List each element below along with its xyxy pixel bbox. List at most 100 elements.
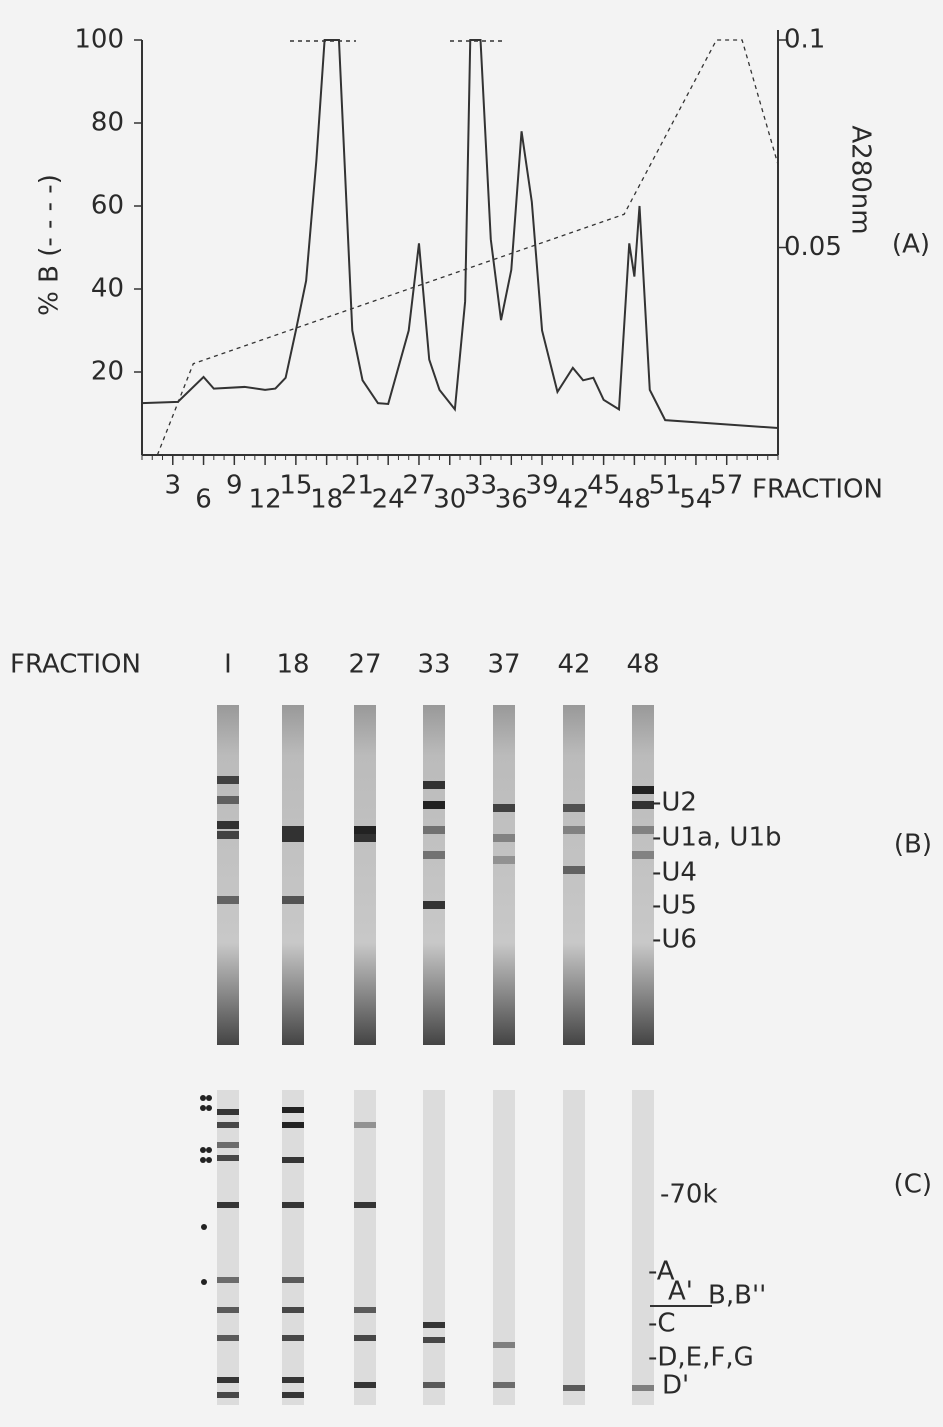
gel-band: [423, 801, 445, 809]
gel-lane: [354, 1090, 376, 1405]
gel-band: [632, 851, 654, 859]
band-label: -A: [648, 1257, 675, 1287]
x-tick-label: 9: [226, 471, 243, 501]
x-tick-label: 6: [195, 485, 212, 515]
x-tick-label: 30: [433, 485, 466, 515]
x-tick-label: 57: [710, 471, 743, 501]
y2-tick-label: 0.1: [784, 25, 825, 55]
gel-band: [354, 1202, 376, 1208]
x-tick-label: 18: [310, 485, 343, 515]
gel-band: [632, 786, 654, 794]
x-tick-label: 33: [464, 471, 497, 501]
gel-band: [632, 801, 654, 809]
gels: I 18 27 33 37 42 48: [200, 650, 660, 1405]
gel-band: [217, 796, 239, 804]
marker-dot: [206, 1095, 212, 1101]
gel-band: [217, 1202, 239, 1208]
gel-band: [493, 1342, 515, 1348]
gel-band: [493, 804, 515, 812]
gel-lane: [493, 705, 515, 1045]
gel-band: [354, 834, 376, 842]
x-tick-label: 48: [618, 485, 651, 515]
gel-band: [282, 896, 304, 904]
gel-band: [217, 831, 239, 839]
gel-band: [563, 1385, 585, 1391]
gel-band: [282, 1377, 304, 1383]
gel-band: [217, 1307, 239, 1313]
gel-band: [423, 781, 445, 789]
gel-band: [282, 834, 304, 842]
x-tick-label: 24: [372, 485, 405, 515]
x-tick-label: 3: [165, 471, 182, 501]
x-tick-label: 51: [649, 471, 682, 501]
gel-band: [217, 1335, 239, 1341]
lane-label: 37: [487, 650, 520, 680]
gel-lane: [632, 1090, 654, 1405]
gel-header: FRACTION: [10, 650, 141, 680]
gel-band: [217, 1377, 239, 1383]
gel-band: [282, 1392, 304, 1398]
x-tick-label: 39: [526, 471, 559, 501]
gel-lane: [282, 1090, 304, 1405]
lane-label: 18: [276, 650, 309, 680]
y-tick-label: 40: [91, 274, 124, 304]
gel-lane: [423, 705, 445, 1045]
gel-band: [354, 826, 376, 834]
gel-band: [423, 826, 445, 834]
marker-dot: [201, 1224, 207, 1230]
y-tick-label: 80: [91, 108, 124, 138]
lane-label: 42: [557, 650, 590, 680]
gel-band: [217, 821, 239, 829]
gel-band: [354, 1335, 376, 1341]
gel-band: [423, 1337, 445, 1343]
gradient-line: [156, 39, 779, 456]
x-tick-label: 12: [249, 485, 282, 515]
gel-lane: [493, 1090, 515, 1405]
gel-lane: [563, 705, 585, 1045]
gel-band: [493, 856, 515, 864]
x-tick-label: 45: [587, 471, 620, 501]
absorbance-line: [141, 39, 779, 430]
x-tick-label: 42: [556, 485, 589, 515]
gel-band: [354, 1307, 376, 1313]
band-label: -U2: [652, 788, 697, 818]
marker-dot: [200, 1095, 206, 1101]
marker-dot: [206, 1157, 212, 1163]
marker-dot: [201, 1279, 207, 1285]
gel-band: [423, 901, 445, 909]
lane-label: 48: [626, 650, 659, 680]
gel-band: [217, 896, 239, 904]
x-tick-label: 27: [402, 471, 435, 501]
gel-band: [217, 1277, 239, 1283]
gel-lane: [217, 1090, 239, 1405]
panel-label: (C): [894, 1170, 932, 1200]
band-label: -70k: [660, 1180, 718, 1210]
band-label: -U4: [652, 858, 697, 888]
gel-band: [217, 1142, 239, 1148]
y-tick-label: 20: [91, 357, 124, 387]
band-label: B,B'': [708, 1281, 766, 1311]
gel-band: [354, 1382, 376, 1388]
gel-band: [282, 1157, 304, 1163]
gel-band: [493, 834, 515, 842]
x-tick-label: 54: [679, 485, 712, 515]
band-label: D': [662, 1371, 689, 1401]
band-label: -U6: [652, 925, 697, 955]
gel-band: [632, 826, 654, 834]
x-tick-label: 36: [495, 485, 528, 515]
marker-dot: [206, 1105, 212, 1111]
gel-band: [217, 1155, 239, 1161]
marker-dot: [200, 1157, 206, 1163]
gel-band: [423, 1382, 445, 1388]
y-axis-label: % B (- - - -): [35, 174, 65, 316]
gel-lane: [563, 1090, 585, 1405]
gel-band: [354, 1122, 376, 1128]
gel-lane: [282, 705, 304, 1045]
panel-label: (A): [892, 230, 930, 260]
band-label: A': [668, 1277, 693, 1307]
gel-band: [632, 1385, 654, 1391]
gel-lane: [423, 1090, 445, 1405]
gel-band: [423, 851, 445, 859]
